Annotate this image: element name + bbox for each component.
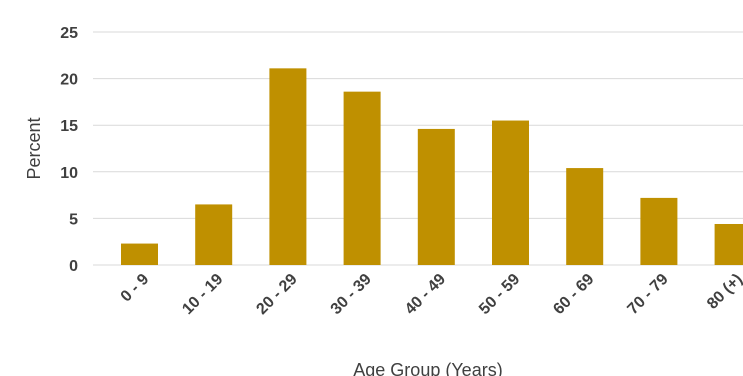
x-tick-label: 70 - 79	[624, 271, 671, 318]
bar	[417, 128, 455, 265]
x-tick-label: 40 - 49	[402, 271, 449, 318]
y-tick-label: 5	[69, 211, 78, 228]
y-tick-label: 20	[60, 72, 78, 89]
bar	[492, 120, 529, 265]
bar	[195, 204, 233, 265]
x-tick-label: 10 - 19	[179, 271, 226, 318]
bar	[714, 223, 743, 265]
y-axis-tick-labels: 0 5 10 15 20 25	[60, 25, 78, 275]
y-tick-label: 0	[69, 258, 78, 275]
y-axis-title: Percent	[24, 117, 44, 179]
x-tick-label: 0 - 9	[118, 271, 153, 306]
bar	[566, 168, 604, 265]
x-tick-label: 80 (+)	[704, 271, 743, 313]
x-tick-label: 60 - 69	[550, 271, 597, 318]
x-axis-tick-labels: 0 - 9 10 - 19 20 - 29 30 - 39 40 - 49 50 - 59…	[118, 271, 743, 318]
y-tick-label: 15	[60, 118, 78, 135]
x-tick-label: 50 - 59	[476, 271, 523, 318]
x-axis-title: Age Group (Years)	[353, 360, 502, 376]
x-tick-label: 20 - 29	[253, 271, 300, 318]
bars	[121, 68, 743, 266]
bar	[640, 197, 678, 265]
y-tick-label: 25	[60, 25, 78, 42]
bar	[269, 68, 307, 266]
y-tick-label: 10	[60, 165, 78, 182]
x-tick-label: 30 - 39	[328, 271, 375, 318]
bar	[121, 243, 158, 265]
bar	[343, 91, 381, 265]
